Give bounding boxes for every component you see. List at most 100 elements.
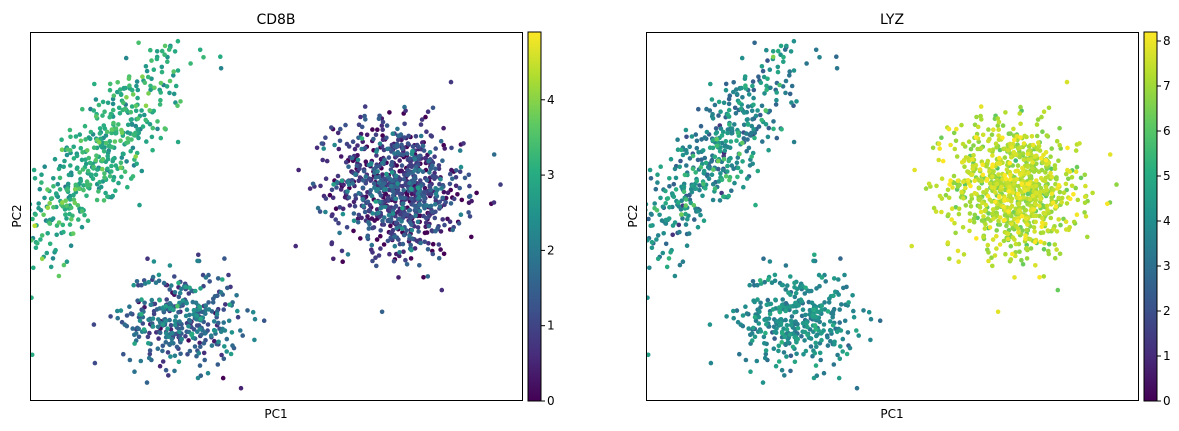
data-point	[409, 214, 415, 220]
data-point	[369, 216, 375, 221]
data-point	[1027, 196, 1033, 202]
data-point	[172, 274, 177, 279]
data-point	[109, 144, 115, 150]
data-point	[360, 178, 366, 183]
data-point	[387, 251, 392, 257]
data-point	[773, 297, 778, 303]
data-point	[450, 176, 455, 182]
data-point	[108, 314, 113, 319]
data-point	[969, 157, 975, 162]
data-point	[818, 357, 823, 363]
data-point	[1042, 178, 1048, 184]
data-point	[700, 148, 706, 153]
data-point	[161, 280, 167, 286]
data-point	[118, 91, 124, 97]
data-point	[641, 204, 646, 209]
data-point	[64, 216, 69, 221]
data-point	[437, 204, 443, 209]
data-point	[79, 224, 85, 230]
data-point	[380, 160, 385, 166]
data-point	[209, 343, 215, 348]
data-point	[936, 141, 942, 146]
data-point	[389, 170, 395, 175]
data-point	[225, 285, 230, 291]
data-point	[749, 154, 754, 159]
data-point	[1048, 215, 1054, 221]
data-point	[1033, 202, 1038, 207]
data-point	[1008, 172, 1013, 178]
data-point	[109, 163, 114, 169]
data-point	[683, 211, 688, 217]
data-point	[227, 302, 232, 308]
data-point	[763, 348, 769, 353]
data-point	[814, 333, 819, 339]
data-point	[216, 320, 221, 326]
data-point	[222, 344, 227, 349]
data-point	[382, 204, 388, 210]
data-point	[67, 127, 73, 133]
data-point	[784, 323, 790, 328]
data-point	[721, 194, 726, 199]
data-point	[84, 148, 90, 153]
data-point	[729, 188, 734, 193]
data-point	[425, 247, 431, 252]
data-point	[660, 250, 666, 256]
data-point	[351, 211, 357, 216]
data-point	[83, 137, 88, 142]
data-point	[655, 233, 661, 238]
data-point	[663, 241, 669, 247]
data-point	[111, 156, 116, 162]
colorbar-tick-label: 8	[1163, 34, 1171, 48]
data-point	[200, 25, 205, 30]
data-point	[765, 58, 770, 63]
data-point	[335, 173, 341, 179]
data-point	[423, 114, 428, 120]
data-point	[67, 222, 73, 227]
data-point	[984, 177, 990, 182]
data-point	[1019, 257, 1024, 263]
data-point	[1042, 241, 1047, 246]
data-point	[186, 291, 192, 296]
data-point	[408, 242, 414, 248]
data-point	[1061, 190, 1067, 195]
data-point	[774, 90, 779, 95]
data-point	[393, 173, 399, 179]
data-point	[844, 351, 850, 357]
data-point	[1033, 219, 1038, 225]
data-point	[203, 311, 208, 317]
data-point	[817, 55, 822, 60]
data-point	[682, 172, 688, 178]
data-point	[939, 176, 945, 181]
data-point	[380, 172, 385, 177]
data-point	[382, 215, 387, 220]
data-point	[713, 126, 719, 131]
data-point	[1063, 227, 1069, 232]
data-point	[172, 322, 178, 328]
data-point	[968, 204, 974, 209]
colorbar-tick-label: 0	[1163, 394, 1171, 408]
data-point	[1046, 160, 1052, 166]
data-point	[440, 158, 445, 163]
data-point	[221, 320, 226, 325]
data-point	[789, 322, 794, 328]
data-point	[793, 319, 798, 324]
data-point	[261, 318, 267, 324]
data-point	[159, 69, 165, 75]
data-point	[1067, 196, 1073, 202]
data-point	[39, 180, 44, 185]
data-point	[622, 262, 627, 267]
data-point	[704, 106, 709, 112]
data-point	[184, 300, 189, 306]
data-point	[149, 58, 154, 63]
data-point	[101, 198, 107, 203]
data-point	[702, 155, 708, 161]
data-point	[447, 219, 453, 224]
data-point	[948, 178, 953, 183]
data-point	[783, 287, 788, 292]
data-point	[323, 196, 329, 201]
data-point	[150, 324, 156, 329]
data-point	[1073, 185, 1078, 191]
data-point	[785, 283, 790, 288]
data-point	[972, 178, 977, 184]
data-point	[972, 212, 978, 218]
